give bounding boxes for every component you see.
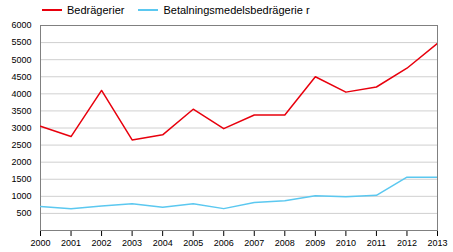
svg-text:2002: 2002 bbox=[92, 238, 112, 248]
svg-text:2006: 2006 bbox=[214, 238, 234, 248]
svg-text:500: 500 bbox=[16, 208, 31, 218]
html-text:Bedrägerier: Bedrägerier bbox=[67, 4, 125, 16]
svg-text:5500: 5500 bbox=[11, 37, 31, 47]
svg-text:2005: 2005 bbox=[183, 238, 203, 248]
svg-text:2001: 2001 bbox=[61, 238, 81, 248]
svg-text:6000: 6000 bbox=[11, 20, 31, 30]
svg-text:2004: 2004 bbox=[153, 238, 173, 248]
svg-text:2010: 2010 bbox=[336, 238, 356, 248]
svg-text:1500: 1500 bbox=[11, 174, 31, 184]
svg-text:1000: 1000 bbox=[11, 191, 31, 201]
svg-text:2012: 2012 bbox=[397, 238, 417, 248]
svg-text:3000: 3000 bbox=[11, 123, 31, 133]
svg-text:2000: 2000 bbox=[30, 238, 50, 248]
svg-text:2008: 2008 bbox=[275, 238, 295, 248]
svg-text:2009: 2009 bbox=[305, 238, 325, 248]
html-text:Betalningsmedelsbedrägerie r: Betalningsmedelsbedrägerie r bbox=[163, 4, 310, 16]
svg-text:4500: 4500 bbox=[11, 72, 31, 82]
svg-text:3500: 3500 bbox=[11, 106, 31, 116]
svg-text:2000: 2000 bbox=[11, 157, 31, 167]
svg-text:2013: 2013 bbox=[427, 238, 447, 248]
svg-text:2007: 2007 bbox=[244, 238, 264, 248]
svg-text:5000: 5000 bbox=[11, 55, 31, 65]
svg-text:2011: 2011 bbox=[367, 238, 386, 248]
svg-text:4000: 4000 bbox=[11, 89, 31, 99]
svg-text:2500: 2500 bbox=[11, 140, 31, 150]
svg-text:2003: 2003 bbox=[122, 238, 142, 248]
